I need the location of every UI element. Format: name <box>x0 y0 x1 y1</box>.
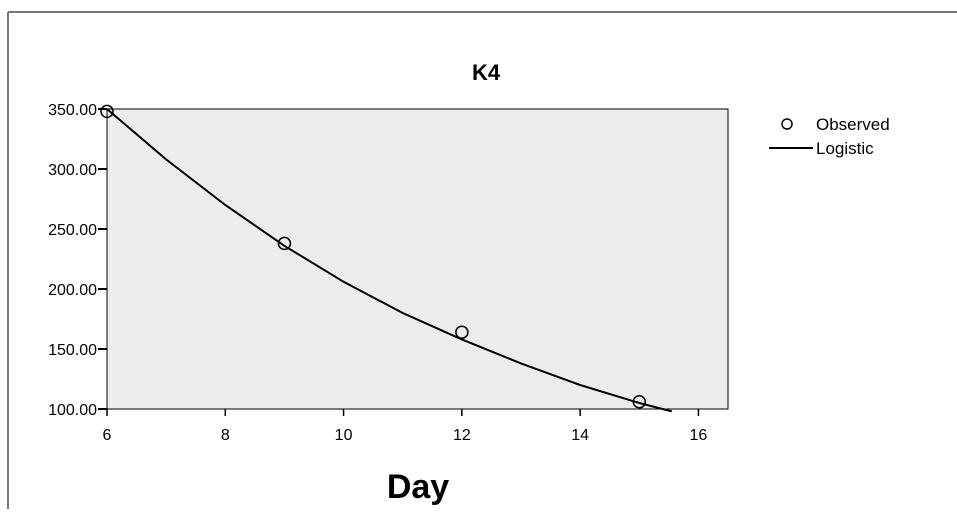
chart-title: K4 <box>472 60 501 85</box>
logistic-fit-line <box>106 108 673 413</box>
y-tick-label: 150.00 <box>48 342 97 359</box>
x-tick-label: 14 <box>571 427 589 444</box>
x-tick-label: 16 <box>690 427 708 444</box>
x-tick-label: 8 <box>221 427 230 444</box>
observed-point <box>100 104 114 119</box>
observed-points <box>100 104 647 409</box>
plot-background <box>106 108 729 410</box>
y-tick-label: 200.00 <box>48 282 97 299</box>
legend: Observed Logistic <box>769 115 890 158</box>
x-tick-label: 10 <box>335 427 353 444</box>
legend-logistic-label: Logistic <box>816 139 874 158</box>
legend-observed-label: Observed <box>816 115 890 134</box>
observed-point <box>277 236 292 251</box>
x-tick-label: 6 <box>103 427 112 444</box>
observed-point <box>632 395 647 409</box>
plot-area <box>106 108 729 410</box>
legend-observed-marker <box>781 118 793 130</box>
y-tick-label: 100.00 <box>48 402 97 419</box>
y-tick-label: 250.00 <box>48 222 97 239</box>
y-tick-label: 300.00 <box>48 162 97 179</box>
y-tick-label: 350.00 <box>48 102 97 119</box>
x-axis: 6 8 10 12 14 16 <box>103 409 708 444</box>
observed-point <box>455 325 469 339</box>
x-axis-label: Day <box>387 468 449 506</box>
fit-layer <box>106 108 673 413</box>
x-tick-label: 12 <box>453 427 471 444</box>
y-axis: 100.00 150.00 200.00 250.00 300.00 350.00 <box>48 102 107 419</box>
